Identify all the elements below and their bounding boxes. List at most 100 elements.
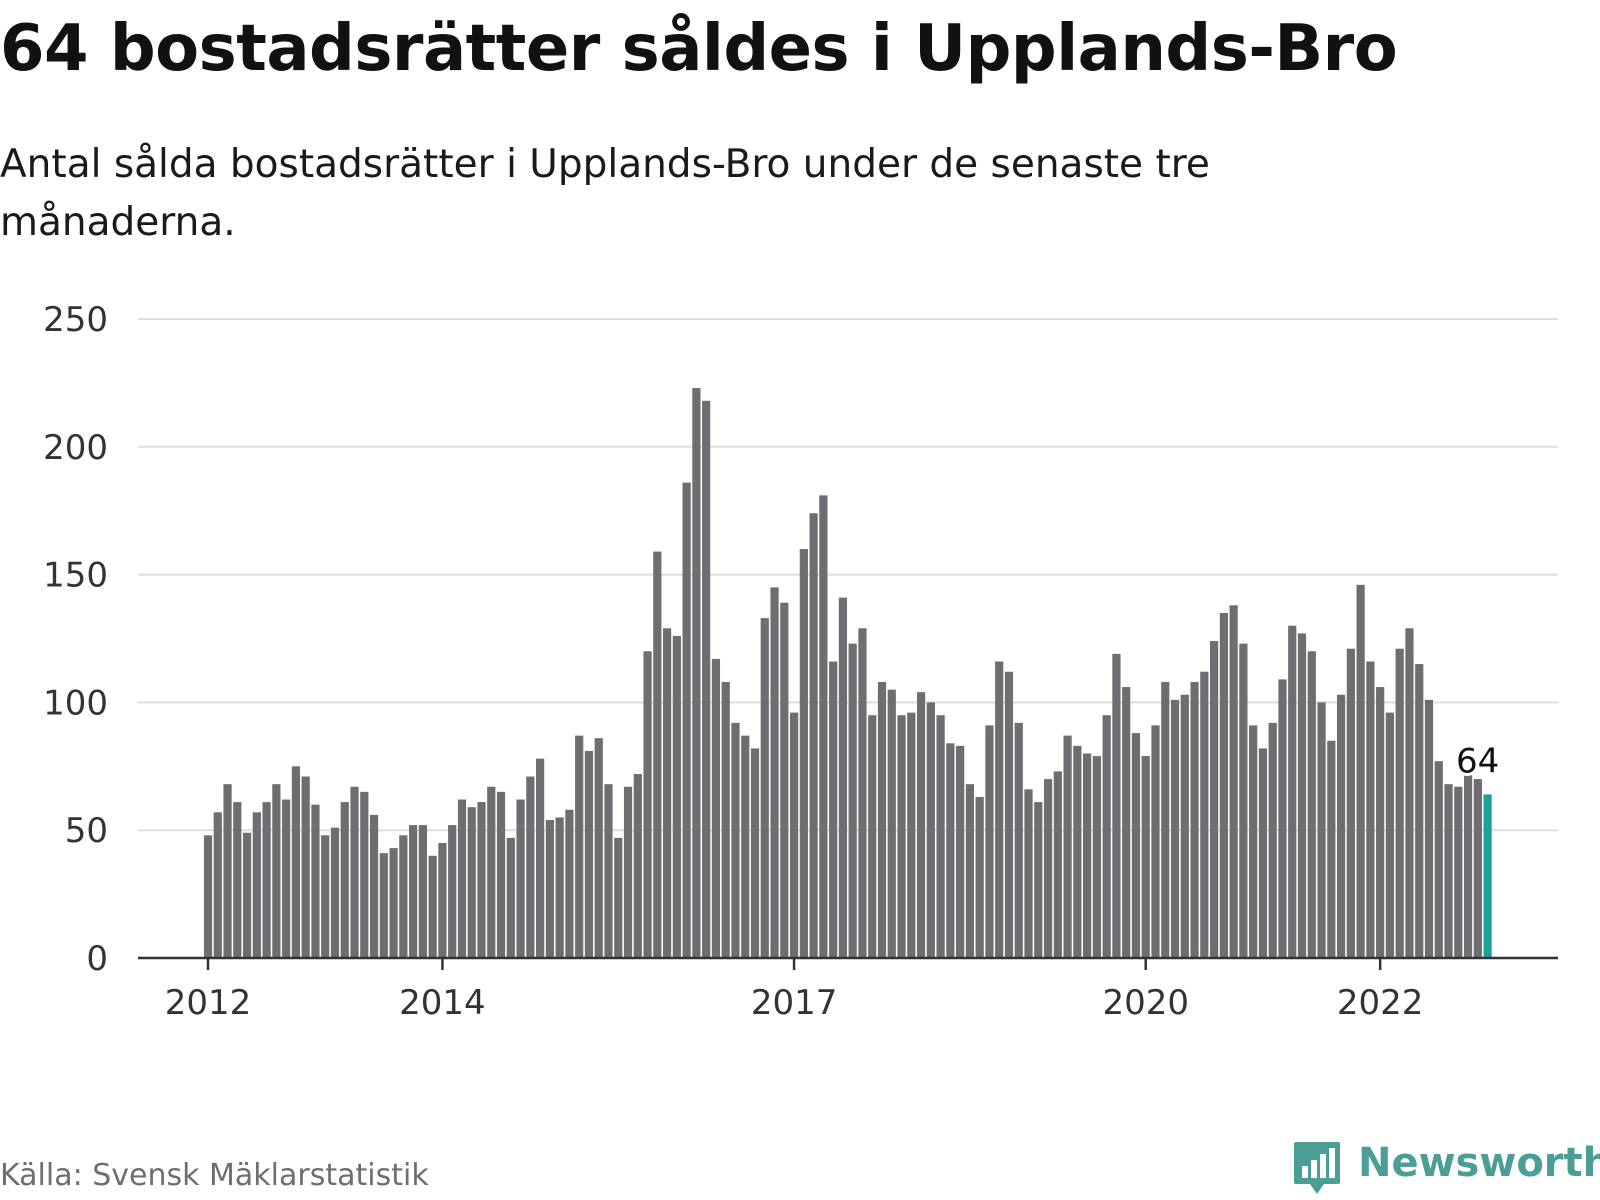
bar [594,738,603,958]
y-tick-label: 0 [86,939,108,979]
bar [1385,712,1395,958]
bar [829,661,838,958]
bar [1063,735,1072,958]
bar [1249,725,1258,958]
bar [438,842,447,958]
bar [1327,740,1336,958]
bar [272,784,281,958]
bar [526,776,535,958]
y-tick-label: 100 [43,683,108,723]
bar [799,549,808,958]
bar [575,735,584,958]
bar [545,819,554,958]
bar [555,817,564,958]
bar [321,835,330,958]
bar [1210,641,1219,958]
bar [1473,779,1482,958]
bar [536,758,545,958]
bar [731,722,740,958]
bar [340,802,349,958]
bar [1415,664,1424,958]
bar [789,712,799,958]
bar [282,799,291,958]
bar [311,804,320,958]
bar [1112,653,1121,958]
bar [819,495,828,958]
bar [1395,648,1404,958]
bar [975,796,984,958]
bar [653,551,662,958]
bar [887,689,896,958]
bar [1297,633,1307,958]
brand-name: Newsworthy [1358,1140,1600,1186]
bar [1405,628,1414,958]
bar [711,658,721,958]
bar [1278,679,1287,958]
bar [584,750,594,958]
bar [1092,756,1101,958]
bar [399,835,408,958]
bar [1376,687,1385,958]
bar [1161,681,1170,958]
bar [916,692,926,958]
newsworthy-logo-icon [1294,1142,1340,1194]
bar [1122,687,1131,958]
bar [409,825,418,958]
bar [780,602,789,958]
bar [223,784,232,958]
chart-title: 64 bostadsrätter såldes i Upplands-Bro [0,12,1398,86]
bar [496,791,506,958]
bar [301,776,310,958]
bar [516,799,525,958]
bar [252,812,261,958]
bar [1307,651,1316,958]
bar [1053,771,1062,958]
bar [1268,722,1277,958]
bar [946,743,955,958]
bar [1258,748,1268,958]
bar [1073,745,1082,958]
bar [1200,671,1209,958]
newsworthy-logo[interactable]: Newsworthy [1292,1140,1600,1196]
y-tick-label: 200 [43,428,108,468]
bar [1434,761,1443,958]
bar [672,635,681,958]
bar [330,827,340,958]
bar [1024,789,1033,958]
bar [242,832,252,958]
bar [369,814,379,958]
bar [1239,643,1248,958]
highlight-bar [1483,794,1492,958]
y-tick-label: 250 [43,300,108,340]
bar [1463,773,1473,958]
x-tick-label: 2017 [751,983,838,1023]
bar [1366,661,1375,958]
bar [1336,694,1346,958]
bar [965,784,975,958]
labels: 0 50 100 150 200 250 2012 2014 2017 2020 2022 64 [43,300,1502,1023]
bar [1151,725,1160,958]
bar [428,855,437,958]
bar [623,786,633,958]
bar [262,802,271,958]
bar [1288,625,1297,958]
bar [662,628,672,958]
bar [1356,584,1365,958]
bar [1141,756,1150,958]
bar [702,400,711,958]
bar [1014,722,1023,958]
bar [1190,681,1199,958]
highlight-value-label: 64 [1456,741,1499,781]
bar [809,513,818,958]
bar [1102,715,1111,958]
bar [682,482,691,958]
bar [506,837,515,958]
bar [448,825,457,958]
bar [291,766,301,958]
bar [897,715,906,958]
bar [985,725,994,958]
bar [565,809,574,958]
bar [643,651,652,958]
bar [995,661,1004,958]
bar [1346,648,1355,958]
